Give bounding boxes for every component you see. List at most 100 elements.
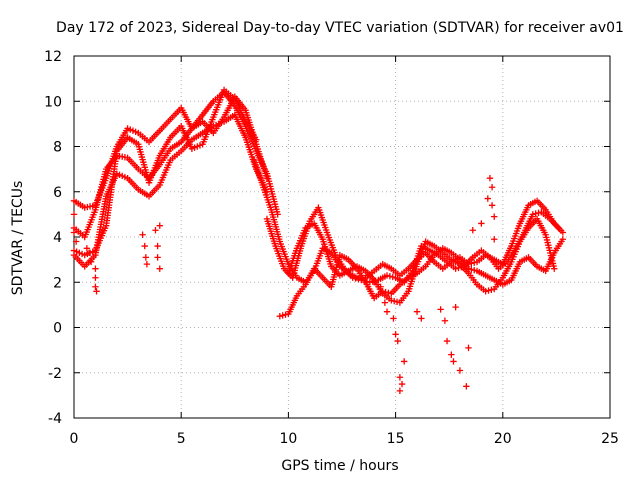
y-tick-label: 6 xyxy=(53,185,62,201)
data-point xyxy=(555,224,562,232)
y-tick-label: 10 xyxy=(44,94,62,110)
data-point xyxy=(156,265,163,272)
data-point xyxy=(413,308,421,315)
data-point xyxy=(471,259,478,266)
data-point xyxy=(400,358,408,365)
series-track-f xyxy=(263,204,562,286)
data-point xyxy=(383,308,391,315)
data-point xyxy=(352,275,359,282)
data-point xyxy=(143,260,151,268)
x-tick-label: 10 xyxy=(279,431,297,447)
data-point xyxy=(488,202,496,209)
data-point xyxy=(154,254,161,261)
data-point xyxy=(482,288,489,295)
data-point xyxy=(355,276,362,283)
data-point xyxy=(485,287,492,294)
data-point xyxy=(529,211,537,218)
grid-lines xyxy=(74,56,610,418)
data-point xyxy=(471,266,478,274)
y-tick-label: 2 xyxy=(53,275,62,291)
series-track-d xyxy=(70,86,260,259)
data-point xyxy=(70,229,78,236)
y-tick-label: -2 xyxy=(48,366,62,382)
data-point xyxy=(396,387,404,395)
y-axis-ticks: -4 -2 0 2 4 6 8 10 12 xyxy=(44,49,610,427)
data-point xyxy=(276,312,284,320)
data-point xyxy=(370,279,378,286)
data-point xyxy=(441,317,449,324)
data-point xyxy=(486,174,494,182)
data-point xyxy=(488,184,496,191)
data-point xyxy=(389,273,396,281)
data-point xyxy=(85,249,93,257)
x-tick-label: 20 xyxy=(494,431,512,447)
data-point xyxy=(93,288,100,295)
data-point xyxy=(478,220,485,227)
data-point xyxy=(463,383,470,390)
y-tick-label: 12 xyxy=(44,49,62,65)
data-point xyxy=(491,213,498,220)
data-point xyxy=(385,289,392,297)
data-point xyxy=(484,195,491,202)
data-point xyxy=(142,254,150,261)
y-tick-label: 4 xyxy=(53,230,62,246)
data-point xyxy=(87,258,95,266)
data-point xyxy=(377,283,384,290)
series-scatter xyxy=(70,174,498,395)
data-point xyxy=(465,344,472,352)
data-point xyxy=(551,265,558,272)
data-point xyxy=(396,374,404,381)
y-axis-label: SDTVAR / TECUs xyxy=(10,181,26,296)
data-point xyxy=(469,227,476,234)
data-point xyxy=(390,297,398,305)
data-point xyxy=(83,245,91,252)
data-point xyxy=(452,265,459,272)
data-point xyxy=(70,211,78,218)
data-point xyxy=(279,312,286,319)
data-point xyxy=(263,174,271,182)
data-point xyxy=(559,236,567,243)
data-point xyxy=(390,315,397,322)
x-tick-label: 15 xyxy=(387,431,405,447)
data-point xyxy=(491,236,498,243)
data-point xyxy=(443,337,451,345)
data-point xyxy=(488,286,495,293)
data-point xyxy=(437,306,444,313)
data-point xyxy=(139,231,146,238)
data-point xyxy=(349,274,356,281)
data-point xyxy=(72,238,80,245)
data-point xyxy=(386,273,394,280)
chart-title: Day 172 of 2023, Sidereal Day-to-day VTE… xyxy=(56,20,624,36)
data-point xyxy=(141,242,148,250)
data-point xyxy=(92,274,99,281)
data-point xyxy=(393,298,401,306)
data-point xyxy=(282,311,289,318)
data-point xyxy=(468,266,475,273)
data-point xyxy=(398,380,406,388)
x-axis-ticks: 0 5 10 15 20 25 xyxy=(70,56,619,447)
data-point xyxy=(383,272,391,279)
data-point xyxy=(535,209,542,217)
x-axis-label: GPS time / hours xyxy=(281,458,398,474)
data-point xyxy=(388,297,395,304)
data-point xyxy=(392,331,399,338)
data-point xyxy=(154,242,161,250)
series-track-a xyxy=(70,89,281,218)
series-track-h xyxy=(285,215,558,306)
data-point xyxy=(156,222,163,229)
x-tick-label: 5 xyxy=(177,431,186,447)
data-points xyxy=(70,86,567,395)
data-point xyxy=(452,303,459,311)
y-tick-label: -4 xyxy=(48,411,62,427)
y-tick-label: 8 xyxy=(53,140,62,156)
x-tick-label: 0 xyxy=(70,431,79,447)
data-point xyxy=(456,367,464,374)
data-point xyxy=(364,272,371,279)
data-point xyxy=(448,351,455,358)
data-point xyxy=(418,315,425,322)
data-point xyxy=(381,299,389,306)
x-tick-label: 25 xyxy=(601,431,619,447)
data-point xyxy=(559,229,567,236)
data-point xyxy=(394,337,401,345)
